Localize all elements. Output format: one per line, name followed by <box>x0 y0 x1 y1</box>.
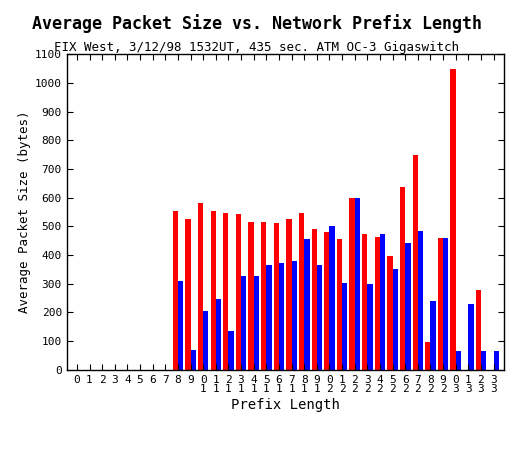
Bar <box>211 211 216 370</box>
Y-axis label: Average Packet Size (bytes): Average Packet Size (bytes) <box>18 110 31 313</box>
Bar <box>475 290 481 370</box>
Bar <box>387 257 393 370</box>
Bar <box>266 265 271 370</box>
Bar <box>178 281 183 370</box>
Bar <box>425 342 431 370</box>
Bar <box>173 211 178 370</box>
Text: Average Packet Size vs. Network Prefix Length: Average Packet Size vs. Network Prefix L… <box>32 14 482 32</box>
Bar <box>311 229 317 370</box>
Bar <box>317 265 322 370</box>
Bar <box>304 239 309 370</box>
Bar <box>261 222 266 370</box>
Bar <box>393 268 398 370</box>
X-axis label: Prefix Length: Prefix Length <box>231 398 340 412</box>
Bar <box>380 235 386 370</box>
Bar <box>273 223 279 370</box>
Text: FIX West, 3/12/98 1532UT, 435 sec. ATM OC-3 Gigaswitch: FIX West, 3/12/98 1532UT, 435 sec. ATM O… <box>54 41 460 54</box>
Bar <box>405 243 411 370</box>
Bar <box>418 231 423 370</box>
Bar <box>248 222 254 370</box>
Bar <box>324 232 329 370</box>
Bar <box>438 238 443 370</box>
Bar <box>329 226 335 370</box>
Bar <box>198 203 203 370</box>
Bar <box>286 219 291 370</box>
Bar <box>431 301 436 370</box>
Bar <box>481 351 486 370</box>
Bar <box>362 234 368 370</box>
Bar <box>443 238 448 370</box>
Bar <box>299 213 304 370</box>
Bar <box>493 351 499 370</box>
Bar <box>203 311 209 370</box>
Bar <box>228 331 234 370</box>
Bar <box>342 283 347 370</box>
Bar <box>368 284 373 370</box>
Bar <box>236 214 241 370</box>
Bar <box>450 69 456 370</box>
Bar <box>191 350 196 370</box>
Bar <box>241 276 246 370</box>
Bar <box>413 155 418 370</box>
Bar <box>291 261 297 370</box>
Bar <box>456 351 461 370</box>
Bar <box>223 212 228 370</box>
Bar <box>355 198 360 370</box>
Bar <box>185 219 191 370</box>
Bar <box>468 304 474 370</box>
Bar <box>254 276 259 370</box>
Bar <box>279 263 284 370</box>
Bar <box>216 299 221 370</box>
Bar <box>400 187 405 370</box>
Bar <box>375 237 380 370</box>
Bar <box>350 198 355 370</box>
Bar <box>337 239 342 370</box>
